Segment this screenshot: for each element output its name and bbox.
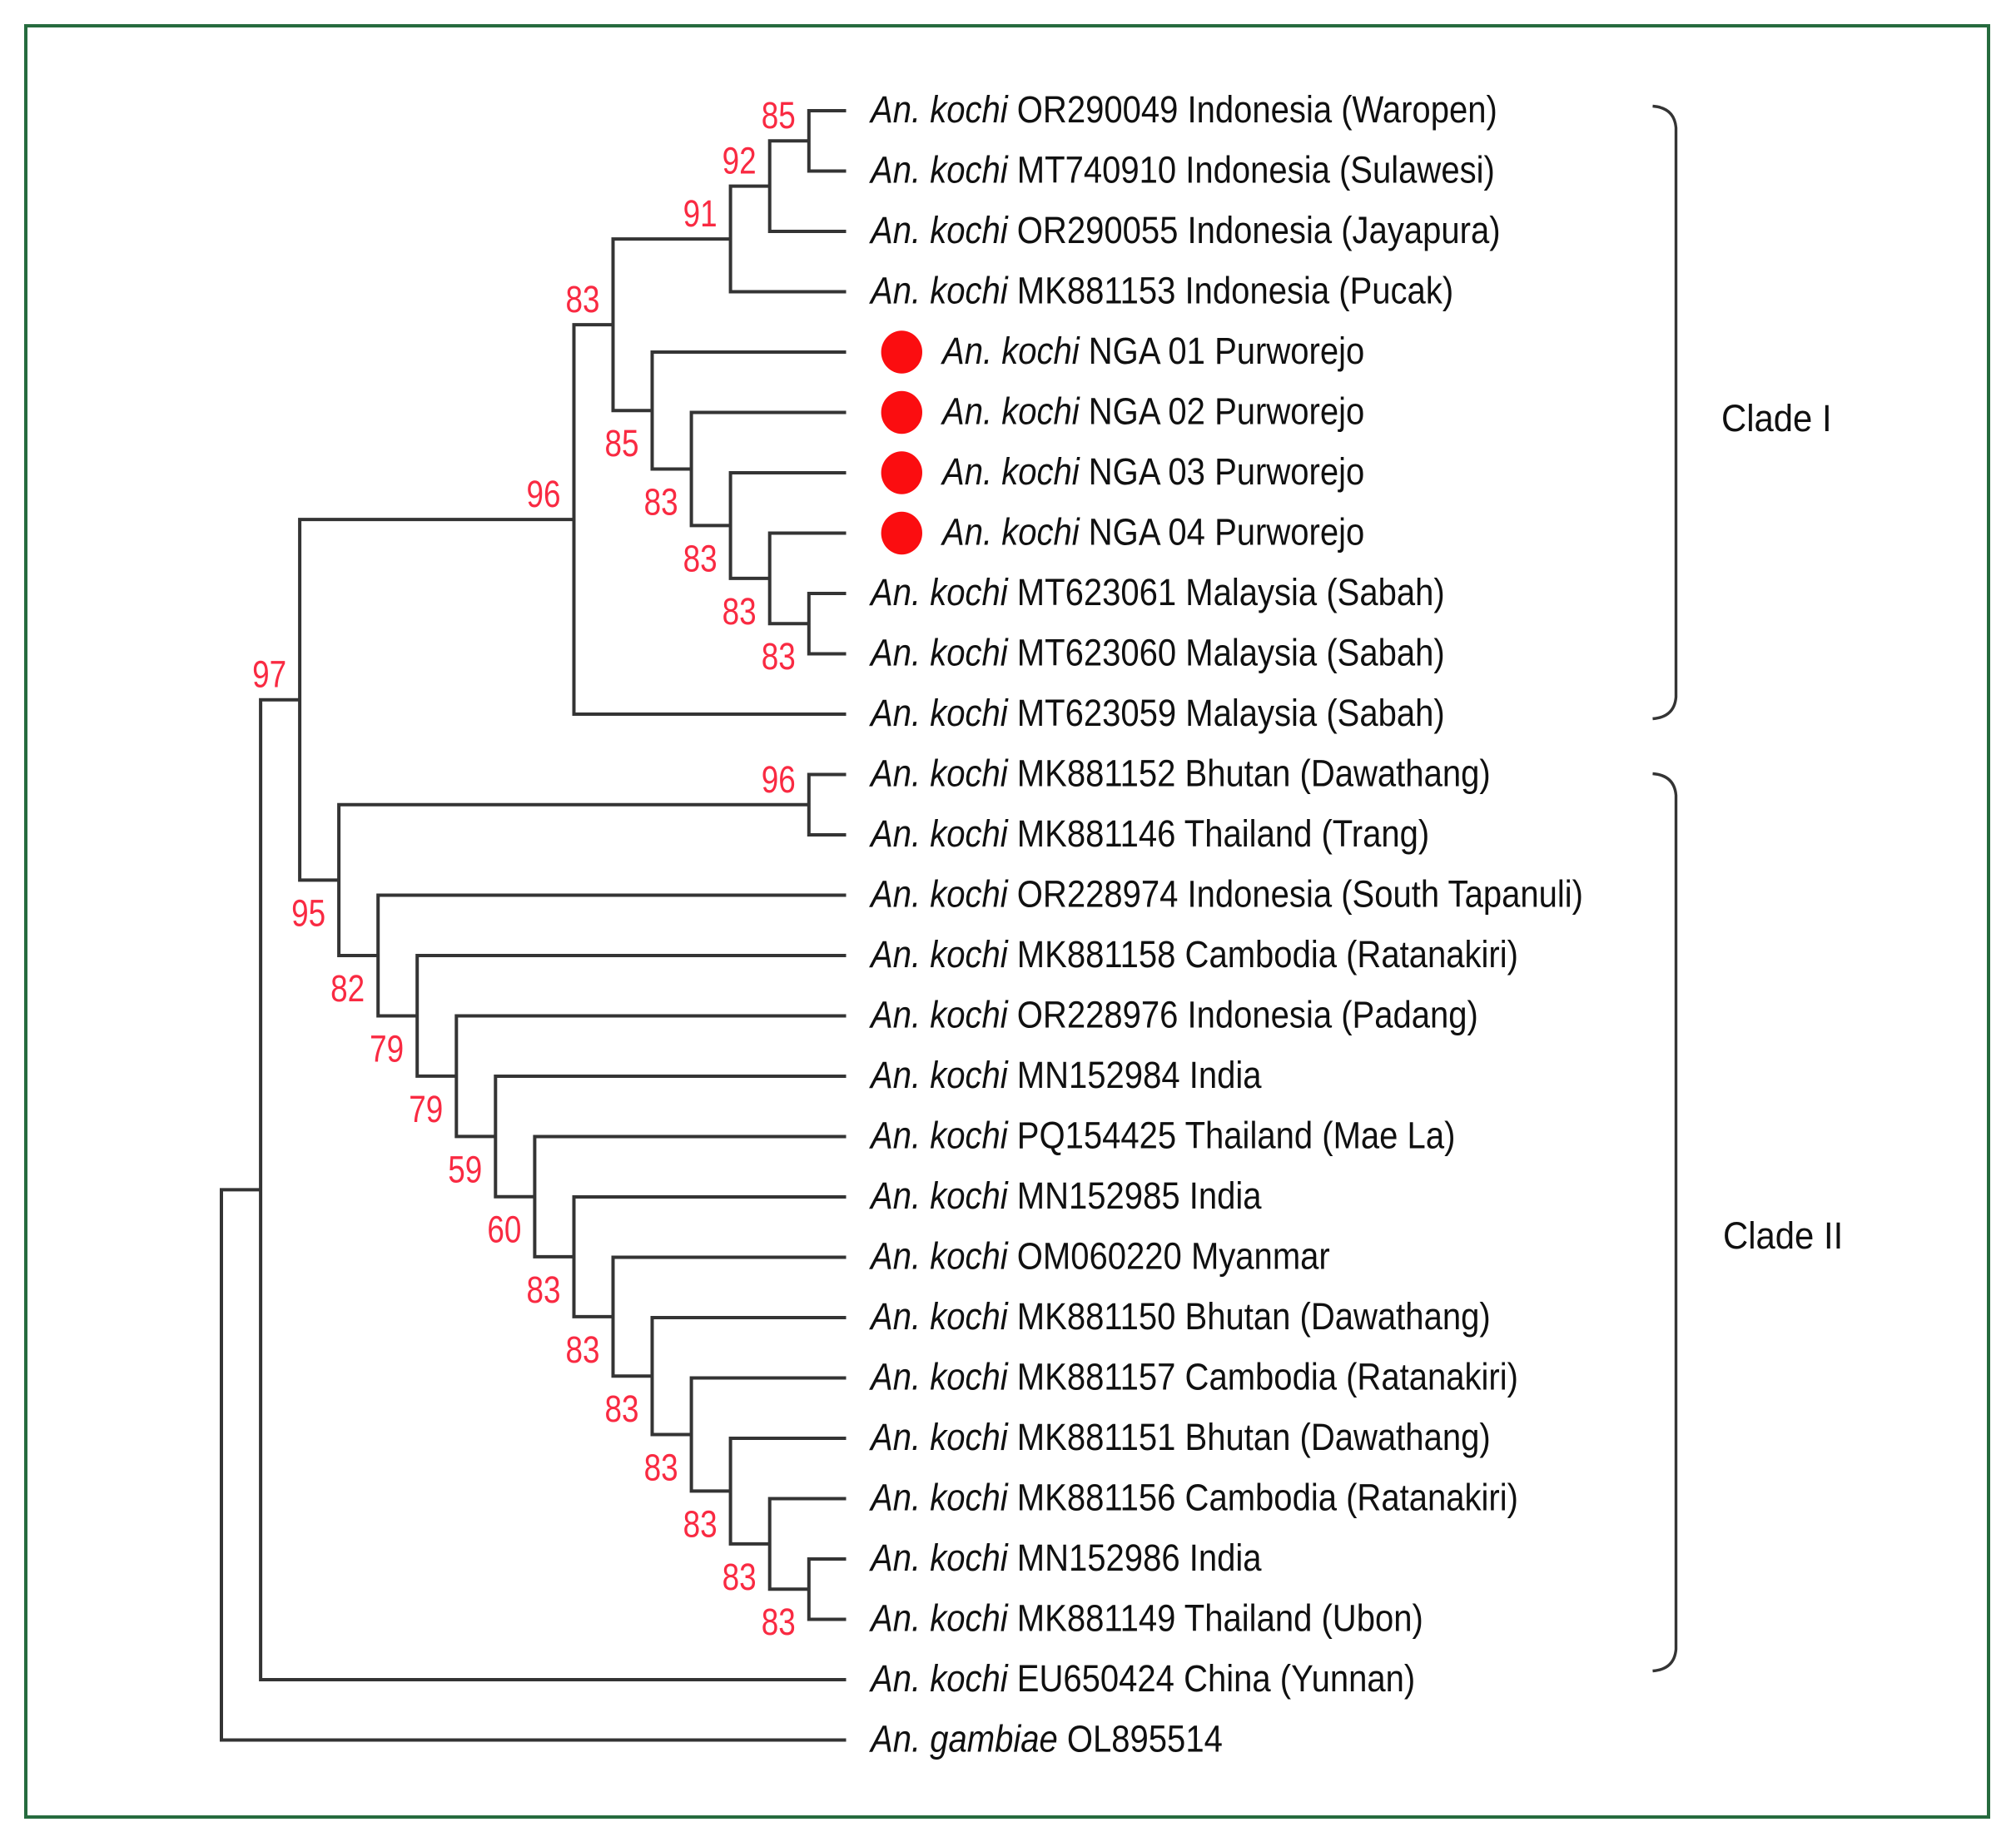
svg-text:85: 85 [762, 95, 796, 137]
svg-text:92: 92 [722, 140, 757, 181]
svg-text:An. kochi PQ154425 Thailand (M: An. kochi PQ154425 Thailand (Mae La) [868, 1115, 1455, 1157]
svg-text:An. kochi MN152984 India: An. kochi MN152984 India [868, 1055, 1261, 1097]
svg-text:An. kochi MT740910 Indonesia (: An. kochi MT740910 Indonesia (Sulawesi) [868, 149, 1495, 191]
svg-text:An. kochi OR228976 Indonesia (: An. kochi OR228976 Indonesia (Padang) [868, 994, 1478, 1036]
svg-text:79: 79 [370, 1028, 404, 1070]
svg-text:An. kochi MK881152 Bhutan (Daw: An. kochi MK881152 Bhutan (Dawathang) [868, 752, 1490, 795]
svg-text:An. kochi MT623061 Malaysia (S: An. kochi MT623061 Malaysia (Sabah) [868, 572, 1445, 614]
svg-text:An. kochi MK881149 Thailand (U: An. kochi MK881149 Thailand (Ubon) [868, 1597, 1423, 1640]
svg-text:An. kochi MK881150 Bhutan (Daw: An. kochi MK881150 Bhutan (Dawathang) [868, 1296, 1490, 1338]
svg-text:83: 83 [604, 1388, 638, 1430]
svg-text:An. kochi NGA 04 Purworejo: An. kochi NGA 04 Purworejo [940, 511, 1364, 554]
svg-text:An. kochi MK881158 Cambodia (R: An. kochi MK881158 Cambodia (Ratanakiri) [868, 934, 1518, 976]
svg-text:An. kochi MT623059 Malaysia (S: An. kochi MT623059 Malaysia (Sabah) [868, 693, 1445, 735]
svg-text:83: 83 [565, 279, 599, 320]
svg-text:An. kochi OR228974 Indonesia (: An. kochi OR228974 Indonesia (South Tapa… [868, 873, 1583, 916]
svg-text:83: 83 [762, 636, 796, 678]
svg-text:83: 83 [565, 1328, 599, 1370]
svg-text:Clade I: Clade I [1721, 397, 1832, 439]
svg-text:85: 85 [604, 423, 638, 464]
svg-text:83: 83 [644, 481, 678, 523]
svg-text:83: 83 [762, 1601, 796, 1643]
svg-text:96: 96 [526, 474, 560, 515]
svg-text:83: 83 [722, 590, 757, 632]
svg-text:An. kochi MN152985 India: An. kochi MN152985 India [868, 1175, 1261, 1218]
svg-text:An. kochi OR290055 Indonesia (: An. kochi OR290055 Indonesia (Jayapura) [868, 210, 1500, 252]
svg-text:An. kochi OR290049 Indonesia (: An. kochi OR290049 Indonesia (Waropen) [868, 89, 1497, 132]
svg-text:An. kochi NGA 03 Purworejo: An. kochi NGA 03 Purworejo [940, 451, 1364, 494]
svg-text:60: 60 [487, 1209, 521, 1250]
svg-text:96: 96 [762, 758, 796, 800]
svg-text:An. kochi NGA 01 Purworejo: An. kochi NGA 01 Purworejo [940, 330, 1364, 373]
svg-text:83: 83 [644, 1447, 678, 1488]
svg-text:79: 79 [409, 1088, 443, 1129]
svg-text:91: 91 [683, 193, 718, 235]
svg-text:An. gambiae OL895514: An. gambiae OL895514 [868, 1718, 1223, 1760]
svg-text:An. kochi EU650424 China (Yunn: An. kochi EU650424 China (Yunnan) [868, 1658, 1415, 1700]
svg-text:An. kochi MK881153 Indonesia (: An. kochi MK881153 Indonesia (Pucak) [868, 270, 1453, 312]
svg-text:An. kochi NGA 02 Purworejo: An. kochi NGA 02 Purworejo [940, 390, 1364, 433]
svg-text:An. kochi MK881146 Thailand (T: An. kochi MK881146 Thailand (Trang) [868, 813, 1429, 856]
svg-text:Clade II: Clade II [1723, 1214, 1843, 1257]
svg-text:An. kochi MK881157 Cambodia (R: An. kochi MK881157 Cambodia (Ratanakiri) [868, 1356, 1518, 1398]
svg-text:97: 97 [252, 653, 286, 695]
svg-text:83: 83 [722, 1556, 757, 1597]
svg-text:83: 83 [683, 538, 718, 579]
svg-text:An. kochi MK881156 Cambodia (R: An. kochi MK881156 Cambodia (Ratanakiri) [868, 1477, 1518, 1519]
svg-text:83: 83 [526, 1268, 560, 1310]
svg-text:83: 83 [683, 1503, 718, 1545]
svg-text:95: 95 [291, 892, 325, 934]
svg-text:An. kochi MK881151 Bhutan (Daw: An. kochi MK881151 Bhutan (Dawathang) [868, 1417, 1490, 1459]
svg-text:An. kochi OM060220 Myanmar: An. kochi OM060220 Myanmar [868, 1235, 1330, 1278]
svg-text:An. kochi MT623060 Malaysia (S: An. kochi MT623060 Malaysia (Sabah) [868, 632, 1445, 674]
svg-text:An. kochi MN152986 India: An. kochi MN152986 India [868, 1537, 1261, 1580]
svg-text:59: 59 [448, 1149, 482, 1190]
svg-text:82: 82 [330, 968, 365, 1010]
